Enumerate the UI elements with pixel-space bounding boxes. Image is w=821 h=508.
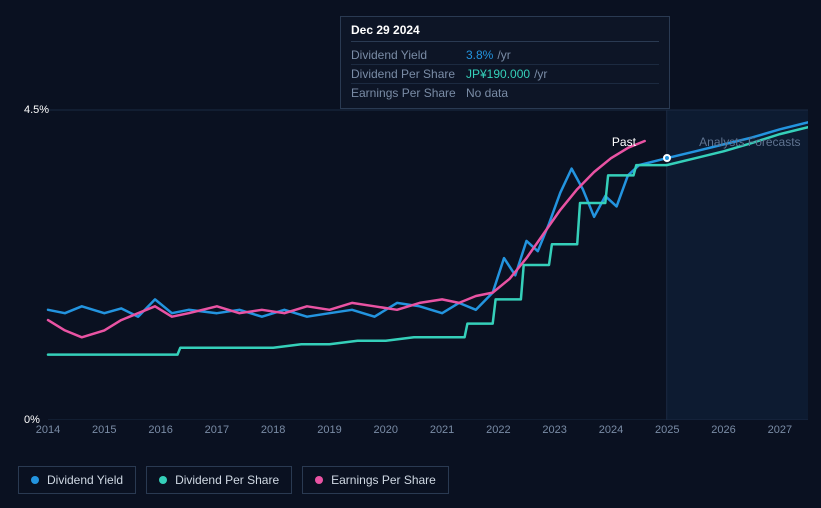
tooltip-row-unit: /yr [534,67,547,81]
legend-label: Earnings Per Share [331,473,436,487]
x-axis-label: 2025 [655,424,679,436]
chart-svg [18,100,808,420]
x-axis-label: 2015 [92,424,116,436]
tooltip-row-label: Dividend Yield [351,48,466,62]
chart-section-label: Past [612,135,636,149]
chart-area[interactable]: 0%4.5% PastAnalysts Forecasts [18,100,808,440]
x-axis-label: 2026 [711,424,735,436]
x-axis-label: 2019 [317,424,341,436]
legend-item[interactable]: Dividend Per Share [146,466,292,494]
y-axis-label: 4.5% [24,104,49,116]
tooltip-row: Dividend Yield3.8% /yr [351,46,659,65]
tooltip-row-label: Earnings Per Share [351,86,466,100]
legend-dot-icon [315,476,323,484]
legend: Dividend Yield Dividend Per Share Earnings… [18,466,449,494]
legend-dot-icon [31,476,39,484]
x-axis-label: 2018 [261,424,285,436]
current-point-marker [663,154,671,162]
legend-item[interactable]: Dividend Yield [18,466,136,494]
legend-label: Dividend Per Share [175,473,279,487]
x-axis-label: 2017 [205,424,229,436]
legend-item[interactable]: Earnings Per Share [302,466,449,494]
tooltip-row-label: Dividend Per Share [351,67,466,81]
x-axis-label: 2024 [599,424,623,436]
x-axis-label: 2014 [36,424,60,436]
x-axis-label: 2021 [430,424,454,436]
chart-tooltip: Dec 29 2024 Dividend Yield3.8%/yrDividen… [340,16,670,109]
x-axis-label: 2027 [768,424,792,436]
x-axis-label: 2022 [486,424,510,436]
x-axis: 2014 2015 2016 2017 2018 2019 2020 2021 2022 2023… [18,420,808,440]
x-axis-label: 2020 [374,424,398,436]
tooltip-row-unit: /yr [497,48,510,62]
tooltip-row: Dividend Per ShareJP¥190.000/yr [351,65,659,84]
legend-label: Dividend Yield [47,473,123,487]
x-axis-label: 2023 [542,424,566,436]
tooltip-row-value: JP¥190.000 [466,67,530,81]
x-axis-label: 2016 [148,424,172,436]
chart-section-label: Analysts Forecasts [699,135,800,149]
tooltip-row-value: No data [466,86,508,100]
tooltip-date: Dec 29 2024 [351,23,659,42]
tooltip-row-value: 3.8% [466,48,493,62]
legend-dot-icon [159,476,167,484]
